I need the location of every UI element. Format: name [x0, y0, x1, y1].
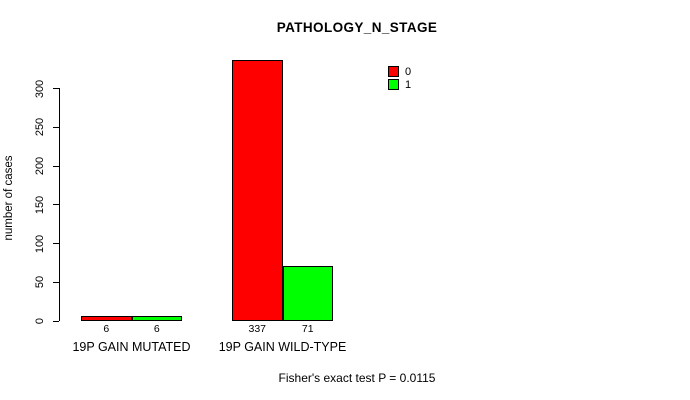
y-tick-mark	[53, 126, 59, 128]
bar-value-label: 71	[301, 323, 314, 335]
legend-swatch-green	[388, 79, 399, 90]
bar-series-0	[81, 316, 132, 321]
y-tick-mark	[53, 88, 59, 89]
y-tick-label: 300	[34, 79, 46, 98]
y-tick-label: 250	[34, 118, 46, 137]
y-tick-mark	[53, 320, 59, 322]
y-tick-mark	[53, 204, 59, 206]
category-label: 19P GAIN MUTATED	[72, 340, 191, 354]
legend-item-1: 1	[388, 78, 411, 91]
y-tick-label: 0	[34, 317, 46, 325]
bar-series-1	[131, 316, 182, 321]
bar-value-label: 6	[103, 323, 110, 335]
y-tick-label: 150	[34, 195, 46, 214]
y-axis-line	[59, 88, 60, 321]
y-axis-label: number of cases	[3, 155, 15, 241]
legend: 0 1	[388, 65, 411, 91]
bar-value-label: 6	[153, 323, 160, 335]
y-tick-mark	[53, 165, 59, 167]
y-tick-label: 100	[34, 234, 46, 253]
category-label: 19P GAIN WILD-TYPE	[218, 340, 347, 354]
y-tick-mark	[53, 243, 59, 244]
legend-label-0: 0	[405, 65, 412, 78]
bar-series-1	[282, 265, 333, 321]
legend-swatch-red	[388, 66, 399, 77]
y-tick-label: 50	[34, 276, 46, 289]
legend-label-1: 1	[405, 78, 412, 91]
bar-value-label: 337	[248, 323, 267, 335]
stat-test-note: Fisher's exact test P = 0.0115	[278, 371, 436, 385]
y-tick-mark	[53, 281, 59, 283]
bar-series-0	[232, 59, 283, 321]
chart-title: PATHOLOGY_N_STAGE	[276, 20, 438, 35]
y-tick-label: 200	[34, 156, 46, 176]
legend-item-0: 0	[388, 65, 411, 78]
